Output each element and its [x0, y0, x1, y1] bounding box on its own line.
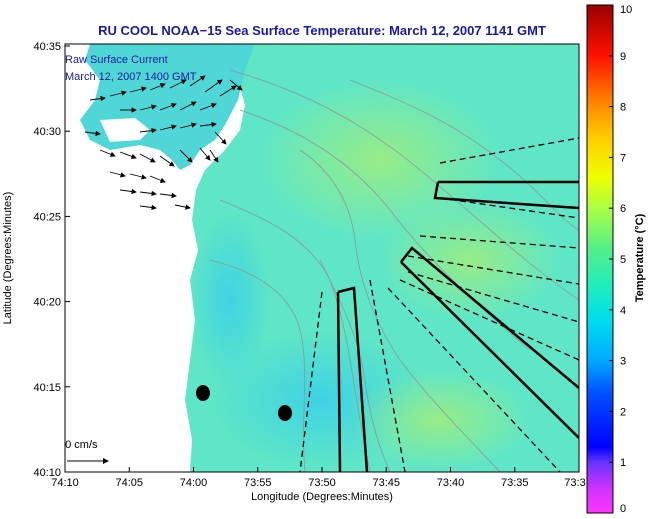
colorbar-tick-label: 9: [620, 51, 626, 63]
current-label: Raw Surface Current: [65, 54, 168, 66]
y-tick-label: 40:30: [33, 126, 61, 138]
colorbar-tick-label: 0: [620, 503, 626, 515]
colorbar-tick-label: 3: [620, 356, 626, 368]
y-axis-ticks: 40:35 40:30 40:25 40:20 40:15 40:10: [33, 41, 70, 479]
colorbar-tick-label: 4: [620, 305, 626, 317]
transect-box: [336, 286, 369, 472]
x-axis-ticks: 74:10 74:05 74:00 73:55 73:50 73:45 73:40 73:35…: [51, 467, 586, 489]
x-tick-label: 74:05: [115, 477, 143, 489]
x-axis-label: Longitude (Degrees:Minutes): [251, 491, 393, 503]
colorbar-tick-label: 10: [620, 4, 632, 16]
y-tick-label: 40:10: [33, 467, 61, 479]
warm-water-patch: [380, 200, 560, 320]
transect-dashed-lines: [299, 137, 579, 472]
colorbar-tick-label: 8: [620, 102, 626, 114]
y-tick-label: 40:15: [33, 382, 61, 394]
map-panel: Raw Surface Current March 12, 2007 1400 …: [59, 44, 579, 472]
colorbar-tick-label: 7: [620, 152, 626, 164]
colorbar-label: Temperature (°C): [634, 213, 646, 302]
y-tick-label: 40:35: [33, 41, 61, 53]
x-tick-label: 74:10: [51, 477, 79, 489]
cool-water-patch: [190, 210, 270, 390]
surface-current-vectors: [84, 75, 243, 211]
x-tick-label: 74:00: [180, 477, 208, 489]
current-timestamp: March 12, 2007 1400 GMT: [65, 71, 197, 83]
x-tick-label: 73:40: [437, 477, 465, 489]
transect-boxes: [336, 180, 579, 472]
transect-box: [433, 180, 579, 210]
y-axis-label: Latitude (Degrees:Minutes): [2, 192, 14, 325]
colorbar-tick-label: 2: [620, 406, 626, 418]
x-tick-label: 73:55: [244, 477, 272, 489]
map-title: RU COOL NOAA−15 Sea Surface Temperature:…: [98, 23, 546, 38]
x-tick-label: 73:45: [372, 477, 400, 489]
scale-label: 50 cm/s: [59, 439, 98, 451]
colorbar-ticks: 0 1 2 3 4 5 6 7 8 9 10: [609, 4, 632, 515]
x-tick-label: 73:3: [564, 477, 585, 489]
inlet-water: [100, 118, 150, 142]
x-tick-label: 73:35: [501, 477, 529, 489]
y-tick-label: 40:25: [33, 211, 61, 223]
transect-box: [400, 246, 579, 439]
x-tick-label: 73:50: [308, 477, 336, 489]
colorbar-tick-label: 1: [620, 457, 626, 469]
station-marker: [196, 385, 210, 401]
colorbar-tick-label: 6: [620, 203, 626, 215]
colorbar-tick-label: 5: [620, 254, 626, 266]
y-tick-label: 40:20: [33, 297, 61, 309]
warm-water-patch: [350, 370, 530, 470]
station-marker: [278, 405, 292, 421]
